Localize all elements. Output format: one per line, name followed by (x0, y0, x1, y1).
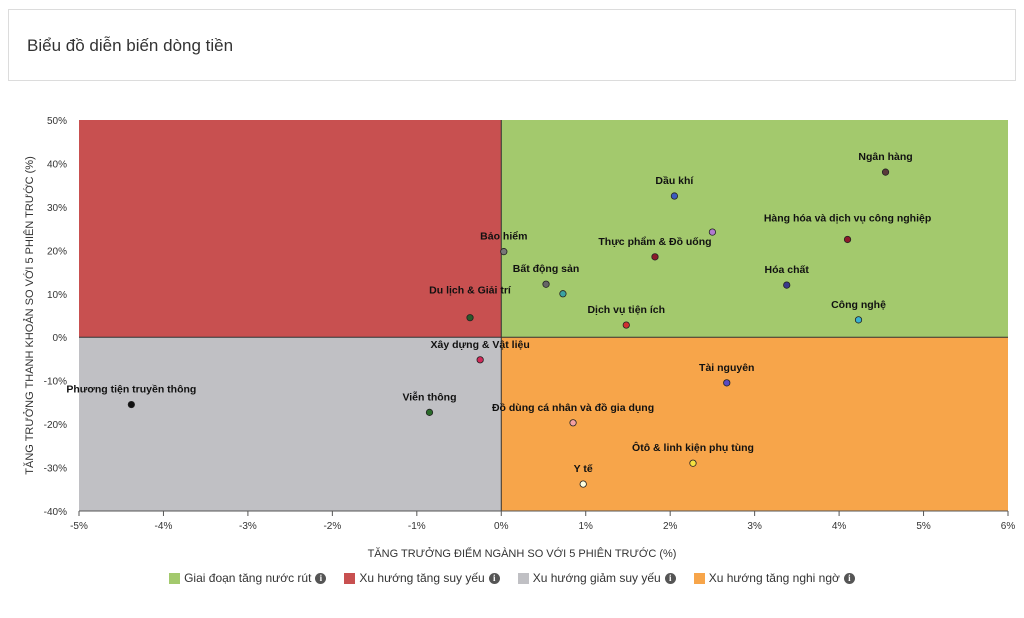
data-point (854, 316, 863, 324)
y-tick-label: 10% (47, 290, 67, 301)
data-point (708, 228, 717, 236)
data-point-label: Y tế (574, 463, 593, 475)
data-point-label: Công nghệ (831, 299, 886, 311)
y-tick-label: 30% (47, 203, 67, 214)
data-point (579, 480, 587, 488)
x-tick-label: -1% (408, 521, 426, 532)
y-tick-label: -30% (44, 464, 67, 475)
x-tick-label: -3% (239, 521, 257, 532)
legend-label: Xu hướng tăng suy yếu (359, 571, 485, 585)
x-tick-label: -4% (155, 521, 173, 532)
legend-swatch (517, 572, 529, 584)
info-icon[interactable]: i (315, 572, 327, 584)
data-point (466, 314, 474, 322)
x-tick-label: 2% (663, 521, 678, 532)
quadrant-bottom-left (79, 337, 502, 511)
x-axis-title: TĂNG TRƯỞNG ĐIỂM NGÀNH SO VỚI 5 PHIÊN TR… (368, 547, 677, 560)
quadrant-top-right (501, 120, 1008, 338)
data-point-label: Thực phẩm & Đồ uống (598, 236, 711, 248)
legend-swatch (344, 572, 356, 584)
data-point-label: Phương tiện truyền thông (66, 384, 196, 396)
y-tick-label: 20% (47, 246, 67, 257)
y-tick-label: -40% (44, 507, 67, 518)
chart-title-panel: Biểu đồ diễn biến dòng tiền (8, 9, 1016, 81)
x-tick-label: -2% (323, 521, 341, 532)
y-tick-label: -20% (44, 420, 67, 431)
x-tick-label: 3% (747, 521, 762, 532)
data-point (425, 408, 434, 416)
data-point (476, 356, 484, 364)
info-icon[interactable]: i (843, 572, 855, 584)
chart-legend: Giai đoạn tăng nước rút i Xu hướng tăng su… (0, 569, 1024, 587)
y-tick-label: -10% (44, 377, 67, 388)
data-point-label: Viễn thông (402, 390, 456, 403)
data-point (881, 168, 890, 176)
data-point (670, 192, 679, 200)
data-point (569, 419, 577, 427)
y-tick-label: 50% (47, 116, 67, 127)
legend-swatch (693, 572, 705, 584)
data-point-label: Dầu khí (655, 175, 694, 187)
page-title: Biểu đồ diễn biến dòng tiền (27, 36, 234, 55)
x-tick-label: 0% (494, 521, 509, 532)
data-point (500, 248, 508, 256)
legend-label: Giai đoạn tăng nước rút (184, 571, 312, 585)
data-point-label: Hóa chất (765, 264, 810, 276)
data-point-label: Ngân hàng (858, 151, 912, 163)
data-point (622, 321, 630, 329)
x-tick-label: 5% (916, 521, 931, 532)
quadrant-bottom-right (501, 337, 1008, 511)
legend-label: Xu hướng tăng nghi ngờ (708, 571, 840, 585)
info-icon[interactable]: i (488, 572, 500, 584)
data-point-label: Bất động sản (513, 263, 580, 275)
data-point (689, 459, 697, 467)
data-point (723, 379, 731, 387)
data-point (843, 235, 852, 244)
y-tick-label: 0% (53, 333, 68, 344)
data-point (783, 281, 791, 289)
data-point (542, 280, 550, 288)
data-point-label: Hàng hóa và dịch vụ công nghiệp (764, 212, 931, 224)
data-point-label: Ôtô & linh kiện phụ tùng (632, 441, 754, 454)
data-point (651, 253, 659, 261)
legend-label: Xu hướng giảm suy yếu (532, 571, 661, 585)
legend-item[interactable]: Xu hướng tăng nghi ngờ i (693, 571, 855, 585)
data-point-label: Đồ dùng cá nhân và đồ gia dụng (492, 402, 654, 414)
x-tick-label: 4% (832, 521, 847, 532)
data-point-label: Bảo hiểm (480, 231, 527, 243)
data-point (559, 290, 567, 298)
data-point-label: Xây dựng & Vật liệu (431, 339, 530, 351)
quadrant-top-left (79, 120, 502, 338)
data-point (127, 400, 135, 409)
data-point-label: Du lịch & Giải trí (429, 285, 512, 297)
legend-swatch (169, 572, 181, 584)
y-tick-label: 40% (47, 159, 67, 170)
x-tick-label: -5% (70, 521, 88, 532)
data-point-label: Dịch vụ tiện ích (587, 304, 665, 316)
legend-item[interactable]: Xu hướng giảm suy yếu i (517, 571, 676, 585)
x-tick-label: 1% (579, 521, 594, 532)
quadrant-scatter-chart: -5% -4% -3% -2% -1% 0% 1% 2% 3% 4% 5% 6% -40% -30% -20… (23, 116, 1016, 560)
data-point-label: Tài nguyên (699, 362, 754, 374)
x-tick-label: 6% (1001, 521, 1016, 532)
info-icon[interactable]: i (664, 572, 676, 584)
legend-item[interactable]: Xu hướng tăng suy yếu i (344, 571, 500, 585)
legend-item[interactable]: Giai đoạn tăng nước rút i (169, 571, 327, 585)
y-axis-title: TĂNG TRƯỞNG THANH KHOẢN SO VỚI 5 PHIÊN T… (23, 156, 36, 474)
